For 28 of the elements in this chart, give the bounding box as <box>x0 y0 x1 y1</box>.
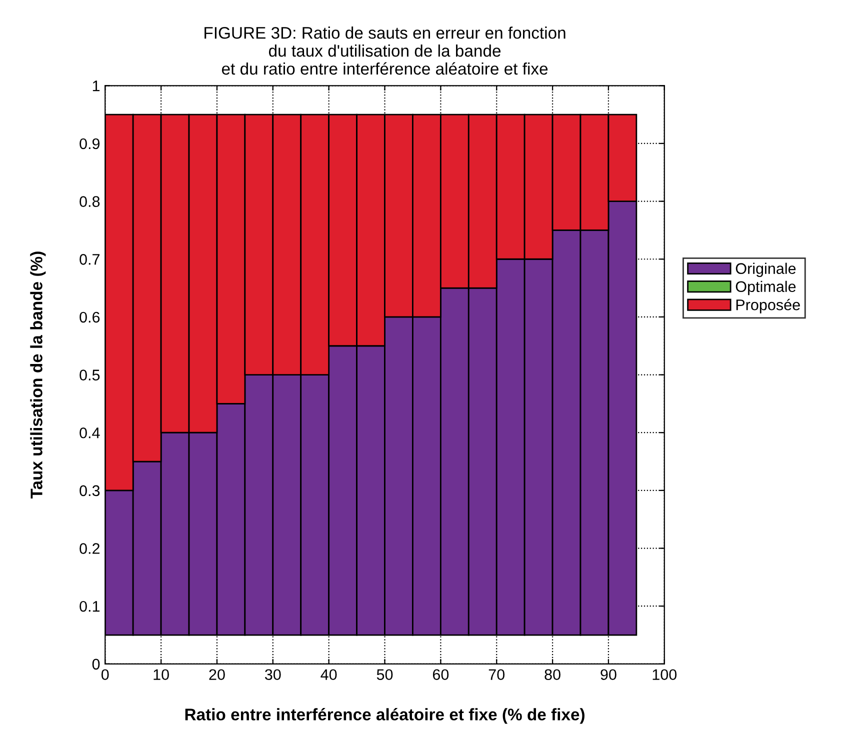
x-tick-label: 60 <box>432 669 449 680</box>
y-tick-label: 0 <box>92 658 100 670</box>
y-tick-label: 0.2 <box>80 543 100 554</box>
x-tick-label: 70 <box>488 669 505 680</box>
y-tick-label: 0.6 <box>80 312 100 323</box>
x-tick-label: 80 <box>544 669 560 680</box>
y-tick-label: 0.7 <box>80 254 100 265</box>
y-tick-label: 1 <box>92 80 100 92</box>
x-tick-label: 20 <box>209 669 225 680</box>
x-tick-label: 50 <box>376 669 393 680</box>
y-tick-label: 0.5 <box>80 370 100 380</box>
y-tick-label: 0.8 <box>80 196 100 207</box>
x-tick-label: 30 <box>264 669 281 680</box>
x-tick-label: 0 <box>101 669 109 680</box>
x-tick-label: 10 <box>154 669 169 680</box>
x-tick-label: 100 <box>652 669 677 680</box>
legend-label: Proposée <box>736 298 800 314</box>
x-axis-title: Ratio entre interférence aléatoire et fixe (% de fixe) <box>185 708 584 724</box>
x-tick-label: 90 <box>600 669 616 680</box>
y-axis-title: Taux utilisation de la bande (%) <box>30 252 46 499</box>
y-tick-label: 0.4 <box>80 427 100 438</box>
chart-title: FIGURE 3D: Ratio de sauts en erreur en fonction du taux d'utilisation de la bande et du ratio entre interférence aléatoire et fixe <box>204 26 566 75</box>
legend-label: Optimale <box>736 280 796 296</box>
y-tick-label: 0.9 <box>80 138 100 150</box>
x-tick-label: 40 <box>320 669 337 680</box>
y-tick-label: 0.1 <box>80 600 100 612</box>
legend-label: Originale <box>736 262 796 278</box>
y-tick-label: 0.3 <box>80 485 100 496</box>
